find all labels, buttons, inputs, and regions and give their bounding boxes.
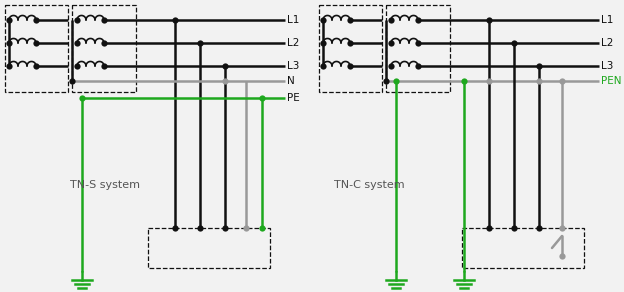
Bar	[148, 228, 270, 268]
Bar	[72, 5, 136, 92]
Text: PEN: PEN	[601, 76, 622, 86]
Text: L2: L2	[287, 38, 300, 48]
Bar	[386, 5, 450, 92]
Text: L2: L2	[601, 38, 613, 48]
Text: L3: L3	[601, 61, 613, 71]
Text: L1: L1	[287, 15, 300, 25]
Bar	[5, 5, 68, 92]
Text: TN-S system: TN-S system	[70, 180, 140, 190]
Text: TN-C system: TN-C system	[334, 180, 404, 190]
Text: PE: PE	[287, 93, 300, 103]
Bar	[462, 228, 584, 268]
Text: L3: L3	[287, 61, 300, 71]
Text: N: N	[287, 76, 295, 86]
Bar	[319, 5, 382, 92]
Text: L1: L1	[601, 15, 613, 25]
